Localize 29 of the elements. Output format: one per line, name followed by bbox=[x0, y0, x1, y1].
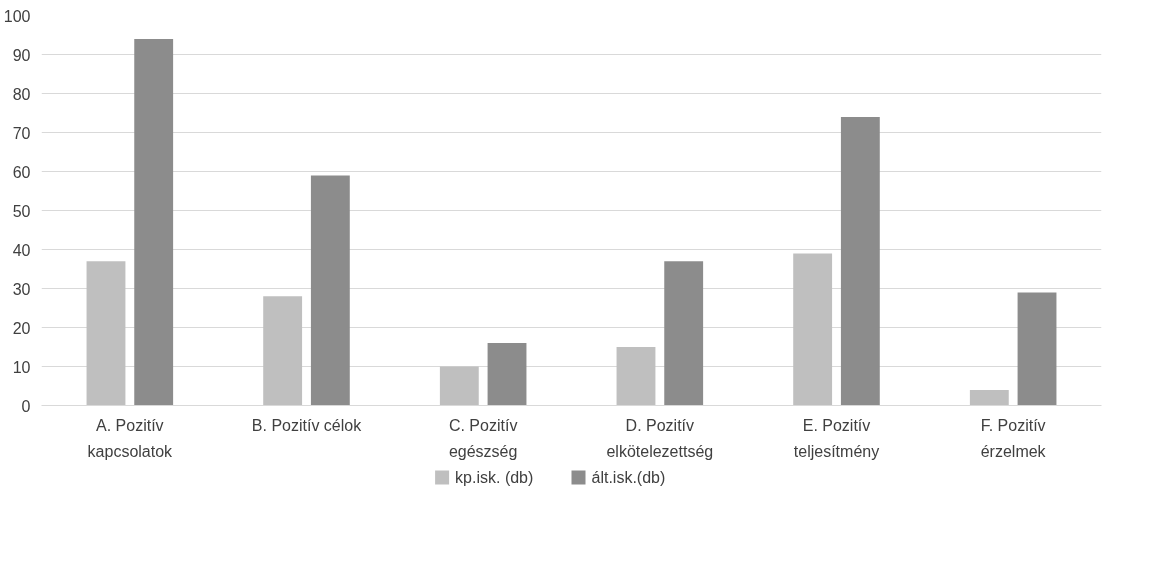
bar bbox=[134, 38, 174, 406]
y-tick-label: 60 bbox=[12, 163, 31, 181]
bar bbox=[616, 347, 656, 406]
category-label: A. Pozitív kapcsolatok bbox=[87, 416, 173, 460]
bar bbox=[793, 253, 833, 406]
y-tick-label: 20 bbox=[12, 319, 31, 337]
y-tick-label: 80 bbox=[12, 85, 31, 103]
bar bbox=[664, 261, 704, 406]
y-tick-label: 10 bbox=[12, 358, 31, 376]
y-tick-label: 50 bbox=[12, 202, 31, 220]
bar bbox=[310, 175, 350, 406]
bar bbox=[263, 296, 303, 406]
y-tick-label: 100 bbox=[3, 7, 31, 25]
bar bbox=[439, 366, 479, 406]
x-tick-label: B. Pozitív célok bbox=[251, 416, 363, 434]
y-tick-label: 0 bbox=[21, 397, 31, 415]
bar bbox=[969, 389, 1009, 406]
y-tick-label: 70 bbox=[12, 124, 31, 142]
legend-label: ált.isk.(db) bbox=[591, 469, 666, 486]
category-label: E. Pozitív teljesítmény bbox=[793, 416, 880, 460]
y-tick-label: 30 bbox=[12, 280, 31, 298]
bar bbox=[1017, 292, 1057, 406]
y-tick-label: 40 bbox=[12, 241, 31, 259]
bar bbox=[487, 343, 527, 406]
legend-label: kp.isk. (db) bbox=[455, 469, 534, 486]
bar bbox=[86, 261, 126, 406]
bar bbox=[840, 116, 880, 406]
category-label: F. Pozitív érzelmek bbox=[980, 416, 1046, 460]
y-tick-label: 90 bbox=[12, 46, 31, 64]
